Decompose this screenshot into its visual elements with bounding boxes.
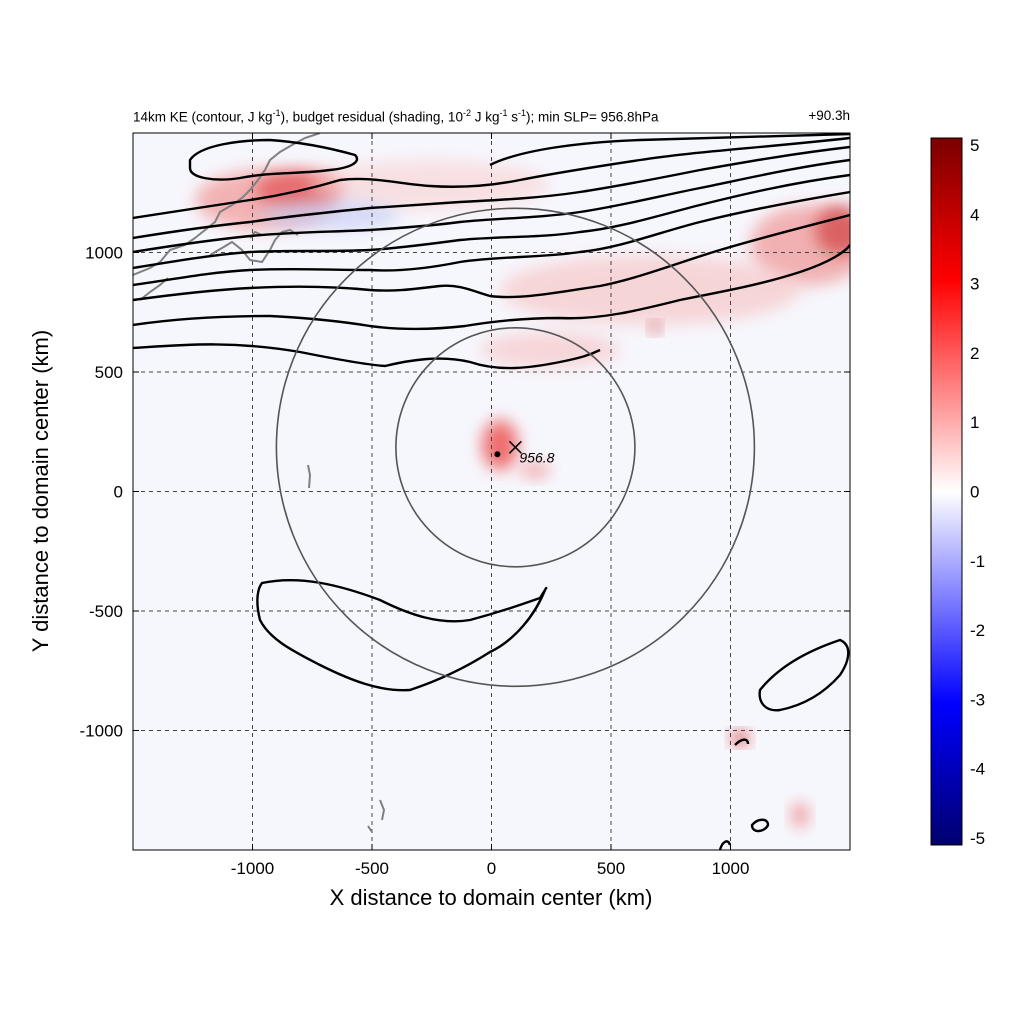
y-tick-label: -500	[89, 602, 123, 621]
outer-radius-circle	[275, 207, 756, 688]
y-axis-label: Y distance to domain center (km)	[28, 330, 53, 652]
min-slp-label: 956.8	[519, 449, 554, 465]
x-tick-label: -1000	[231, 859, 274, 878]
ke-contours	[133, 133, 850, 850]
y-tick-label: 1000	[85, 244, 123, 263]
colorbar-tick-label: 0	[970, 483, 979, 502]
colorbar-tick-label: -4	[970, 760, 985, 779]
x-axis-label: X distance to domain center (km)	[330, 885, 653, 910]
min-slp-dot	[494, 451, 501, 458]
x-tick-label: 1000	[712, 859, 750, 878]
plot-title: 14km KE (contour, J kg-1), budget residu…	[133, 108, 659, 125]
x-tick-label: 500	[597, 859, 625, 878]
storm-center-marker	[508, 440, 522, 454]
y-tick-label: -1000	[80, 722, 123, 741]
y-tick-label: 500	[95, 363, 123, 382]
colorbar-tick-label: 4	[970, 205, 979, 224]
colorbar-tick-label: 3	[970, 275, 979, 294]
inner-radius-circle	[395, 326, 636, 568]
colorbar-tick-label: 5	[970, 136, 979, 155]
colorbar-tick-label: -1	[970, 552, 985, 571]
colorbar-tick-label: -5	[970, 829, 985, 848]
colorbar-tick-label: 2	[970, 344, 979, 363]
colorbar-tick-label: -2	[970, 621, 985, 640]
colorbar	[930, 137, 963, 846]
colorbar-tick-label: 1	[970, 413, 979, 432]
axis-ticks: -1000 -500 0 500 1000 -1000 -500 0 500 1000	[80, 133, 850, 878]
colorbar-ticks: 5 4 3 2 1 0 -1 -2 -3 -4 -5	[970, 136, 985, 848]
x-tick-label: -500	[355, 859, 389, 878]
y-tick-label: 0	[114, 483, 123, 502]
colorbar-tick-label: -3	[970, 690, 985, 709]
x-tick-label: 0	[487, 859, 496, 878]
forecast-hour: +90.3h	[808, 108, 850, 123]
storm-overlay: 956.8	[275, 207, 756, 688]
